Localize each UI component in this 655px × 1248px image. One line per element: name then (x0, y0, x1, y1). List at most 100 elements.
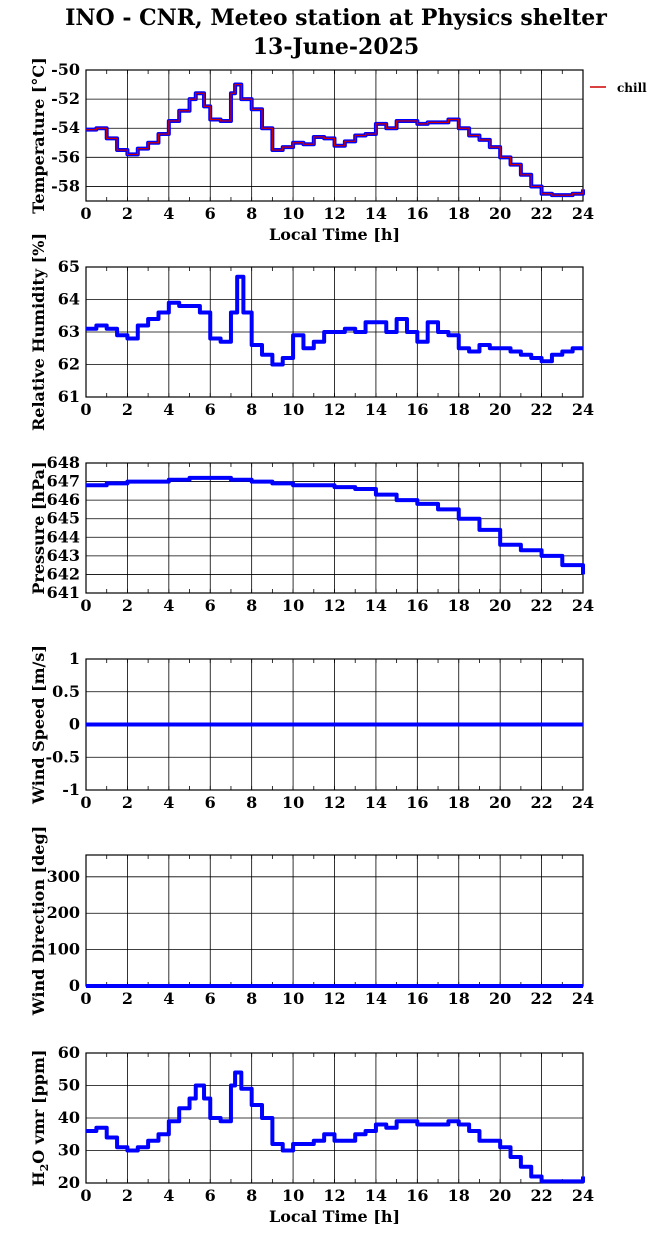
data-series-line (86, 1070, 585, 1184)
x-tick-label: 22 (530, 793, 552, 812)
x-tick-label: 4 (163, 1186, 174, 1205)
y-tick-label: 641 (47, 583, 80, 602)
data-series-line (86, 475, 585, 575)
x-tick-label: 14 (365, 596, 387, 615)
x-tick-label: 14 (365, 793, 387, 812)
x-tick-label: 12 (323, 793, 345, 812)
x-tick-label: 24 (572, 596, 594, 615)
x-tick-label: 0 (80, 204, 91, 223)
x-tick-label: 18 (448, 204, 470, 223)
x-tick-label: 12 (323, 400, 345, 419)
y-tick-label: 648 (47, 453, 80, 472)
x-tick-label: 0 (80, 989, 91, 1008)
x-tick-label: 16 (406, 400, 428, 419)
y-tick-label: -56 (51, 147, 80, 166)
x-tick-label: 4 (163, 793, 174, 812)
panel-3: 0 2 4 6 8 10 12 14 16 18 20 22 246416426436446456466… (29, 453, 594, 615)
x-tick-label: 22 (530, 596, 552, 615)
x-tick-label: 20 (489, 793, 511, 812)
x-tick-label: 20 (489, 1186, 511, 1205)
x-tick-label: 24 (572, 793, 594, 812)
x-tick-label: 12 (323, 596, 345, 615)
y-tick-label: -52 (51, 89, 80, 108)
x-tick-label: 0 (80, 400, 91, 419)
y-tick-label: 645 (47, 509, 80, 528)
x-tick-label: 6 (205, 400, 216, 419)
x-tick-label: 18 (448, 1186, 470, 1205)
x-tick-label: 10 (282, 989, 304, 1008)
x-tick-label: 8 (246, 793, 257, 812)
x-tick-label: 18 (448, 793, 470, 812)
x-tick-label: 8 (246, 596, 257, 615)
y-tick-label: 0 (69, 715, 80, 734)
y-tick-label: -0.5 (46, 747, 80, 766)
x-tick-label: 10 (282, 1186, 304, 1205)
x-tick-label: 20 (489, 989, 511, 1008)
y-tick-label: 40 (58, 1108, 80, 1127)
x-tick-label: 8 (246, 989, 257, 1008)
y-axis-label: H2O vmr [ppm] (29, 1050, 51, 1187)
x-tick-label: 22 (530, 1186, 552, 1205)
plot-frame (85, 69, 584, 202)
x-tick-label: 4 (163, 989, 174, 1008)
x-tick-label: 20 (489, 400, 511, 419)
y-tick-label: 0 (69, 976, 80, 995)
y-axis-label: Temperature [°C] (29, 57, 48, 213)
x-tick-label: 4 (163, 204, 174, 223)
y-tick-label: 62 (58, 355, 80, 374)
y-tick-label: 20 (58, 1173, 80, 1192)
x-tick-label: 4 (163, 596, 174, 615)
y-tick-label: 646 (47, 490, 80, 509)
x-tick-label: 24 (572, 1186, 594, 1205)
y-tick-label: 65 (58, 257, 80, 276)
x-tick-label: 16 (406, 989, 428, 1008)
x-tick-label: 14 (365, 400, 387, 419)
x-tick-label: 0 (80, 793, 91, 812)
x-tick-label: 16 (406, 793, 428, 812)
x-tick-label: 14 (365, 989, 387, 1008)
x-tick-label: 0 (80, 596, 91, 615)
x-tick-label: 20 (489, 596, 511, 615)
y-tick-label: 644 (47, 527, 80, 546)
x-axis-label: Local Time [h] (269, 1207, 400, 1226)
x-tick-label: 2 (122, 793, 133, 812)
x-tick-label: 16 (406, 1186, 428, 1205)
x-tick-label: 0 (80, 1186, 91, 1205)
plot-frame (85, 462, 584, 594)
x-tick-label: 2 (122, 989, 133, 1008)
x-tick-label: 12 (323, 989, 345, 1008)
x-tick-label: 8 (246, 204, 257, 223)
x-tick-label: 20 (489, 204, 511, 223)
y-tick-label: -58 (51, 176, 80, 195)
x-tick-label: 2 (122, 204, 133, 223)
y-tick-label: 647 (47, 472, 80, 491)
figure-title-line2: 13-June-2025 (253, 34, 420, 60)
y-axis-label: Wind Speed [m/s] (29, 645, 48, 805)
x-tick-label: 18 (448, 400, 470, 419)
x-tick-label: 10 (282, 204, 304, 223)
x-tick-label: 16 (406, 204, 428, 223)
y-tick-label: 0.5 (52, 682, 80, 701)
y-tick-label: 642 (47, 564, 80, 583)
y-tick-label: -1 (62, 780, 80, 799)
x-tick-label: 24 (572, 204, 594, 223)
x-tick-label: 22 (530, 989, 552, 1008)
x-tick-label: 16 (406, 596, 428, 615)
panel-1: 0 2 4 6 8 10 12 14 16 18 20 22 24-58-56-54-52-50Temp… (29, 57, 594, 244)
x-tick-label: 6 (205, 204, 216, 223)
x-tick-label: 18 (448, 596, 470, 615)
y-tick-label: -54 (51, 118, 80, 137)
plot-frame (85, 1052, 584, 1184)
x-tick-label: 2 (122, 400, 133, 419)
x-tick-label: 6 (205, 793, 216, 812)
y-tick-label: 643 (47, 546, 80, 565)
y-tick-label: -50 (51, 60, 80, 79)
y-tick-label: 60 (58, 1043, 80, 1062)
x-tick-label: 14 (365, 204, 387, 223)
x-tick-label: 18 (448, 989, 470, 1008)
plot-frame (85, 266, 584, 398)
x-tick-label: 10 (282, 400, 304, 419)
